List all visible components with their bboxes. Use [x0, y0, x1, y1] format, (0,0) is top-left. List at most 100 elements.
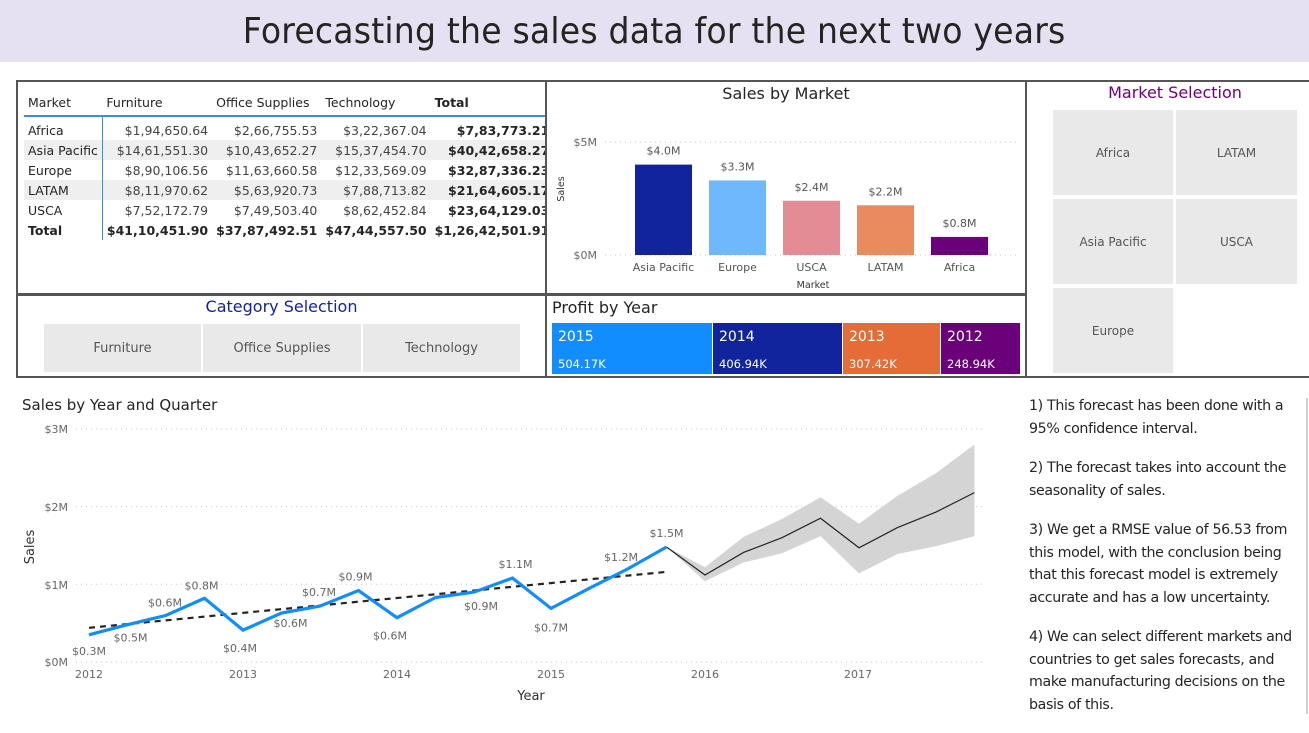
y-tick-label: $1M [45, 579, 69, 592]
x-tick-label: 2016 [691, 668, 719, 681]
bar-europe[interactable] [709, 180, 766, 255]
data-label: $0.9M [464, 600, 498, 613]
treemap-tile-2012[interactable]: 2012 248.94K [941, 323, 1020, 374]
category-tile-technology[interactable]: Technology [363, 324, 520, 372]
slicer-title: Category Selection [205, 297, 358, 316]
bar-africa[interactable] [931, 236, 988, 255]
tile-value: 307.42K [849, 357, 897, 371]
x-tick-label: 2017 [844, 668, 872, 681]
category-tile-office-supplies[interactable]: Office Supplies [203, 324, 361, 372]
cell-total: $23,64,129.03 [448, 202, 550, 218]
cell-total: $1,26,42,501.91 [434, 222, 550, 238]
data-label: $2.4M [795, 181, 829, 194]
cell-total: $21,64,605.17 [430, 180, 554, 200]
y-axis-label: Sales [556, 176, 567, 201]
notes-scrollbar[interactable] [1306, 398, 1308, 714]
market-tile-europe[interactable]: Europe [1053, 288, 1173, 373]
cell-furniture: $8,11,970.62 [102, 180, 213, 200]
column-header-office-supplies[interactable]: Office Supplies [212, 90, 322, 117]
column-header-total[interactable]: Total [430, 90, 554, 117]
cell-office-supplies: $11,63,660.58 [225, 162, 318, 178]
cell-market: Africa [24, 116, 103, 140]
treemap-tile-2013[interactable]: 2013 307.42K [843, 323, 940, 374]
column-header-technology[interactable]: Technology [321, 90, 431, 117]
x-axis-label: Market [797, 280, 830, 291]
sales-matrix-table: Market Furniture Office Supplies Technol… [24, 90, 554, 240]
line-plot: $0.3M$0.5M$0.6M$0.8M$0.4M$0.6M$0.7M$0.9M… [72, 444, 975, 658]
chart-title: Sales by Year and Quarter [22, 396, 218, 414]
y-tick-label: $2M [45, 501, 69, 514]
x-tick-label: 2012 [75, 668, 103, 681]
data-label: $1.2M [604, 551, 638, 564]
cell-office-supplies: $5,63,920.73 [212, 180, 322, 200]
tile-year: 2012 [947, 329, 983, 345]
table-row: USCA $7,52,172.79 $7,49,503.40 $8,62,452… [24, 200, 553, 220]
cell-total: $7,83,773.21 [456, 123, 550, 138]
sales-by-year-quarter-chart: Sales by Year and Quarter $3M $2M $1M $0… [0, 380, 1010, 720]
table-row: Africa $1,94,650.64 $2,66,755.53 $3,22,3… [24, 116, 553, 140]
trend-line [88, 570, 667, 629]
bars: $4.0M Asia Pacific $3.3M Europe $2.4M USCA $2.… [633, 145, 988, 274]
tile-value: 248.94K [947, 357, 995, 371]
category-selection-slicer: Category Selection Furniture Office Supp… [16, 294, 547, 378]
category-tile-furniture[interactable]: Furniture [44, 324, 201, 372]
note-2: 2) The forecast takes into account the s… [1029, 460, 1287, 499]
cell-market: Total [24, 220, 103, 240]
market-tile-asia-pacific[interactable]: Asia Pacific [1053, 199, 1173, 284]
slicer-title: Market Selection [1108, 83, 1242, 102]
x-tick-label: 2014 [383, 668, 411, 681]
y-tick-label: $0M [574, 249, 598, 262]
profit-by-year-treemap: Profit by Year 2015 504.17K 2014 406.94K… [545, 294, 1027, 378]
tile-year: 2015 [558, 329, 594, 345]
cell-total: $40,42,658.27 [430, 140, 554, 160]
sales-line[interactable] [88, 545, 668, 637]
cell-furniture: $1,94,650.64 [124, 123, 209, 138]
data-label: $0.3M [72, 645, 106, 658]
cell-market: Europe [24, 160, 103, 180]
cell-technology: $7,88,713.82 [321, 180, 431, 200]
note-3: 3) We get a RMSE value of 56.53 from thi… [1029, 522, 1288, 606]
market-tile-usca[interactable]: USCA [1176, 199, 1297, 284]
sales-matrix-panel: Market Furniture Office Supplies Technol… [16, 80, 554, 295]
forecast-notes: 1) This forecast has been done with a 95… [1029, 395, 1307, 733]
tile-value: 504.17K [558, 357, 606, 371]
bar-asia-pacific[interactable] [635, 164, 692, 255]
table-row: Europe $8,90,106.56 $11,63,660.58 $12,33… [24, 160, 553, 180]
forecast-line[interactable] [666, 492, 975, 576]
line-chart-svg: Sales by Year and Quarter $3M $2M $1M $0… [22, 396, 985, 704]
bar-usca[interactable] [783, 200, 840, 255]
sales-by-market-chart: Sales by Market $5M $0M Sales Market $4.… [545, 80, 1027, 295]
cell-market: USCA [24, 200, 103, 220]
x-tick-label: Europe [718, 261, 757, 274]
cell-office-supplies: $2,66,755.53 [233, 123, 318, 138]
cell-office-supplies: $7,49,503.40 [233, 202, 318, 218]
cell-technology: $8,62,452.84 [343, 202, 427, 218]
page-title: Forecasting the sales data for the next … [243, 10, 1066, 52]
treemap-tile-2015[interactable]: 2015 504.17K [552, 323, 712, 374]
tile-year: 2013 [849, 329, 885, 345]
table-row: Asia Pacific $14,61,551.30 $10,43,652.27… [24, 140, 554, 160]
cell-furniture: $41,10,451.90 [106, 222, 209, 238]
cell-technology: $47,44,557.50 [325, 222, 427, 238]
y-tick-label: $0M [45, 656, 69, 669]
market-tile-latam[interactable]: LATAM [1176, 110, 1297, 195]
cell-furniture: $8,90,106.56 [124, 162, 209, 178]
cell-furniture: $7,52,172.79 [124, 202, 209, 218]
bar-latam[interactable] [857, 205, 914, 255]
x-tick-label: Asia Pacific [633, 261, 695, 274]
column-header-furniture[interactable]: Furniture [102, 90, 213, 117]
market-tile-africa[interactable]: Africa [1053, 110, 1173, 195]
cell-technology: $12,33,569.09 [335, 162, 427, 178]
x-axis-label: Year [516, 689, 545, 704]
y-tick-label: $5M [574, 136, 598, 149]
x-tick-label: Africa [944, 261, 975, 274]
data-label: $0.6M [274, 617, 308, 630]
data-label: $0.6M [148, 596, 182, 609]
market-selection-slicer: Market Selection Africa LATAM Asia Pacif… [1025, 80, 1309, 378]
data-label: $2.2M [869, 185, 903, 198]
cell-office-supplies: $37,87,492.51 [216, 222, 318, 238]
data-label: $0.4M [223, 642, 257, 655]
column-header-market[interactable]: Market [24, 90, 103, 117]
data-label: $0.7M [534, 621, 568, 634]
treemap-tile-2014[interactable]: 2014 406.94K [713, 323, 842, 374]
